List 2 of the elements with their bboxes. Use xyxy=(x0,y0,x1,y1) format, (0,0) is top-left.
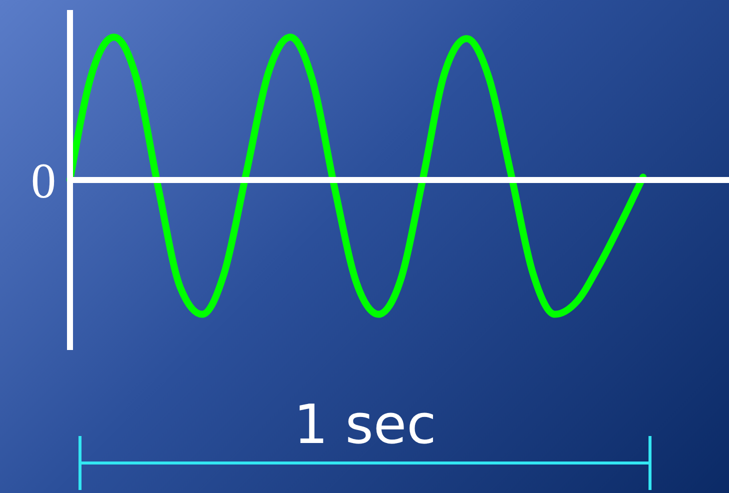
text: 0 xyxy=(31,152,56,208)
text: 1 sec xyxy=(294,393,436,456)
